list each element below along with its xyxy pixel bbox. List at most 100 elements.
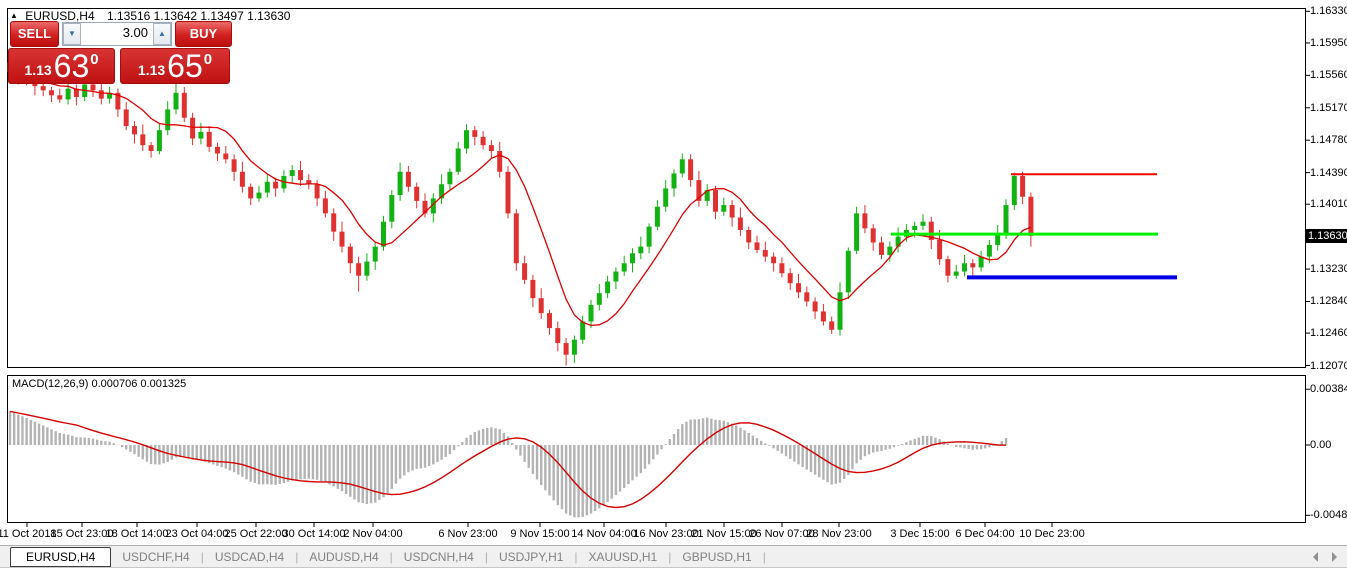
time-axis-label: 2 Nov 04:00 [343, 528, 403, 540]
tab-separator: | [200, 549, 204, 564]
tab-audusd-h4[interactable]: AUDUSD,H4 [309, 549, 379, 564]
candle-body [804, 292, 810, 302]
tab-xauusd-h1[interactable]: XAUUSD,H1 [588, 549, 658, 564]
candle-body [962, 263, 967, 272]
sell-price-panel[interactable]: 1.13 63 0 [8, 48, 115, 84]
time-axis-label: 15 Oct 23:00 [50, 528, 114, 540]
candle-body [671, 173, 677, 189]
tab-gbpusd-h1[interactable]: GBPUSD,H1 [682, 549, 752, 564]
time-axis-label: 30 Oct 14:00 [282, 528, 346, 540]
candle-body [796, 283, 801, 293]
sell-button[interactable]: SELL [10, 21, 59, 47]
time-axis-label: 3 Dec 15:00 [890, 528, 950, 540]
macd-indicator-label: MACD(12,26,9) 0.000706 0.001325 [12, 378, 187, 390]
macd-axis-label: -0.00485 [1310, 509, 1347, 522]
macd-pane-border [7, 375, 1306, 523]
candle-body [953, 271, 959, 276]
price-axis-label: 1.14390 [1310, 166, 1347, 179]
candle-body [331, 213, 337, 232]
tab-usdjpy-h1[interactable]: USDJPY,H1 [498, 549, 564, 564]
price-axis-label: 1.16330 [1310, 5, 1347, 18]
expand-triangle-icon[interactable]: ▲ [10, 11, 18, 20]
candle-body [347, 246, 353, 264]
price-pane-border [7, 8, 1306, 368]
moving-average-line [9, 71, 1032, 327]
candle-body [580, 321, 586, 340]
candle-body [721, 205, 727, 212]
volume-down-icon[interactable]: ▼ [63, 23, 81, 45]
buy-button[interactable]: BUY [175, 21, 232, 47]
volume-value[interactable]: 3.00 [81, 23, 153, 45]
candle-body [223, 153, 229, 160]
candle-body [779, 263, 785, 274]
sell-price-base: 1.13 [24, 62, 52, 78]
tab-separator: | [484, 549, 488, 564]
time-axis-label: 28 Nov 23:00 [806, 528, 872, 540]
candle-body [704, 190, 710, 201]
tab-usdcad-h4[interactable]: USDCAD,H4 [214, 549, 285, 564]
candle-body [488, 145, 494, 152]
candle-body [430, 198, 436, 214]
tab-usdcnh-h4[interactable]: USDCNH,H4 [403, 549, 474, 564]
candle-body [480, 136, 486, 146]
candle-body [455, 148, 461, 172]
candle-body [613, 271, 619, 282]
candle-body [920, 221, 926, 226]
candle-body [621, 263, 627, 272]
candle-body [140, 134, 146, 146]
time-axis-label: 25 Oct 22:00 [224, 528, 288, 540]
buy-price-panel[interactable]: 1.13 65 0 [120, 48, 230, 84]
candle-body [239, 171, 245, 187]
price-axis-label: 1.12840 [1310, 295, 1347, 308]
candle-body [231, 159, 237, 172]
candle-body [464, 130, 469, 149]
candle-body [530, 279, 536, 299]
candle-body [563, 343, 569, 355]
candle-body [306, 180, 312, 185]
tab-scroll-left-icon[interactable] [1313, 552, 1318, 562]
candle-body [787, 273, 793, 284]
candle-body [65, 88, 71, 100]
macd-axis-label: 0.003847 [1310, 383, 1347, 396]
time-axis-label: 14 Nov 04:00 [571, 528, 637, 540]
candle-body [298, 170, 303, 181]
candle-body [737, 217, 743, 230]
volume-up-icon[interactable]: ▲ [153, 23, 171, 45]
volume-stepper[interactable]: ▼ 3.00 ▲ [62, 22, 172, 46]
candle-body [555, 328, 561, 344]
candle-body [854, 213, 860, 251]
candle-body [1003, 205, 1009, 235]
candle-body [40, 86, 46, 91]
buy-price-point: 0 [203, 51, 213, 68]
candle-body [571, 339, 577, 355]
buy-price-base: 1.13 [137, 62, 166, 78]
candle-body [638, 246, 644, 254]
candle-body [596, 293, 602, 305]
candle-body [1020, 175, 1026, 197]
candle-body [679, 159, 685, 174]
candle-body [165, 109, 171, 131]
candle-body [879, 242, 884, 255]
time-axis-label: 6 Dec 04:00 [955, 528, 1015, 540]
candle-body [762, 249, 768, 257]
candle-body [646, 226, 652, 247]
candle-body [654, 206, 660, 227]
tab-separator: | [389, 549, 393, 564]
candle-body [688, 159, 694, 181]
tab-scroll-right-icon[interactable] [1332, 552, 1337, 562]
tab-eurusd-h4[interactable]: EURUSD,H4 [10, 546, 112, 567]
candle-body [696, 180, 702, 201]
candle-body [123, 109, 129, 127]
candle-body [1011, 175, 1017, 206]
candle-body [215, 146, 220, 154]
tab-usdchf-h4[interactable]: USDCHF,H4 [122, 549, 190, 564]
candle-body [107, 92, 113, 99]
candle-body [978, 256, 984, 268]
tab-separator: | [295, 549, 299, 564]
candle-body [895, 236, 901, 247]
tab-separator: | [668, 549, 672, 564]
candle-body [364, 261, 370, 276]
candle-body [588, 304, 594, 322]
